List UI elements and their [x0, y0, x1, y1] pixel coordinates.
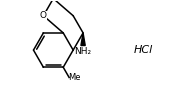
Text: Me: Me	[68, 73, 81, 82]
Text: O: O	[40, 11, 47, 20]
Polygon shape	[81, 33, 85, 46]
Text: NH₂: NH₂	[75, 47, 92, 56]
Text: HCl: HCl	[134, 45, 153, 55]
